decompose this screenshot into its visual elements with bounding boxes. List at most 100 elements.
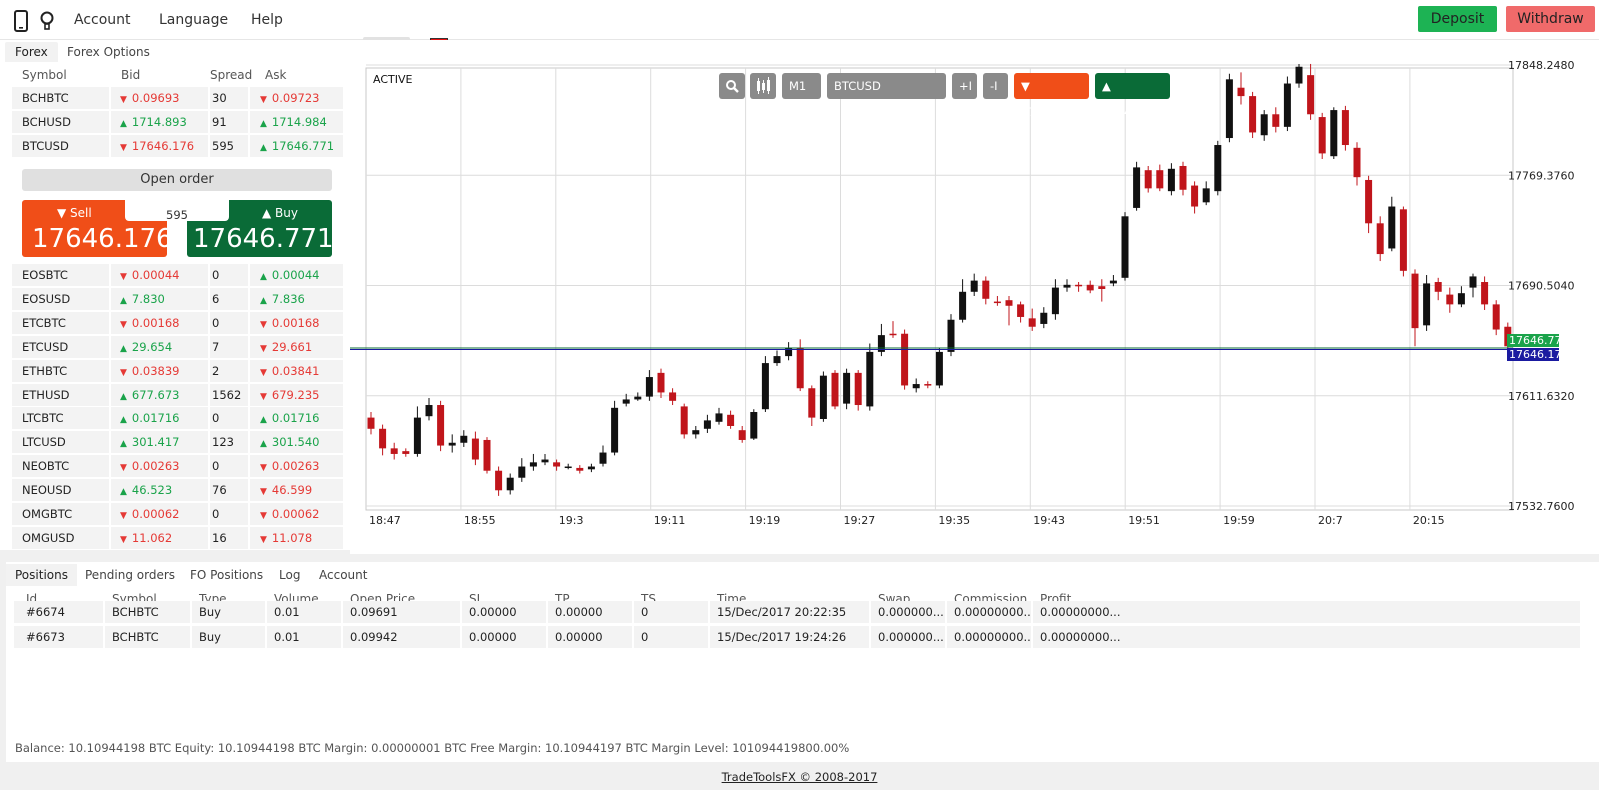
arrow-up-icon: ▲: [120, 295, 127, 306]
quote-row[interactable]: ETCBTC ▼ 0.00168 0 ▼ 0.00168: [12, 311, 343, 334]
tab-forex[interactable]: Forex: [5, 42, 58, 62]
quote-ask-value: 0.09723: [271, 91, 320, 105]
footer-copyright[interactable]: TradeToolsFX © 2008-2017: [721, 770, 878, 784]
quote-row[interactable]: EOSUSD ▲ 7.830 6 ▲ 7.836: [12, 287, 343, 310]
col-divider: [208, 431, 210, 454]
arrow-down-icon: ▼: [260, 343, 267, 354]
col-divider: [109, 407, 111, 430]
open-order-button[interactable]: Open order: [22, 169, 332, 191]
chart-sell-button[interactable]: ▼ 17646.176: [1014, 73, 1089, 119]
quote-row[interactable]: BCHBTC ▼ 0.09693 30 ▼ 0.09723: [12, 87, 343, 109]
candle-body: [1341, 110, 1349, 146]
mobile-icon[interactable]: [12, 10, 30, 32]
zoom-out-button[interactable]: -I: [983, 73, 1008, 99]
quote-symbol: EOSBTC: [22, 268, 68, 282]
cell-profit: 0.00000000...: [1040, 629, 1121, 644]
quote-bid: ▼ 11.062: [120, 527, 172, 549]
chart-buy-button[interactable]: ▲ 17646.771: [1095, 73, 1170, 119]
tab-positions[interactable]: Positions: [6, 564, 77, 586]
buy-button[interactable]: ▲ Buy 17646.771: [187, 200, 334, 257]
col-divider: [109, 383, 111, 406]
tab-fo-positions[interactable]: FO Positions: [190, 568, 264, 582]
candle-body: [761, 363, 769, 410]
sell-button[interactable]: ▼ Sell 17646.176: [22, 200, 173, 257]
tab-log[interactable]: Log: [279, 568, 301, 582]
quote-bid-value: 0.00062: [131, 507, 180, 521]
quote-bid-value: 7.830: [131, 291, 165, 306]
y-tick-label: 17532.7600: [1508, 500, 1574, 513]
quote-bid-value: 11.062: [131, 530, 173, 545]
deposit-button[interactable]: Deposit: [1418, 6, 1497, 32]
candle-body: [1307, 75, 1315, 115]
col-divider: [248, 479, 250, 502]
x-tick-label: 19:43: [1033, 514, 1065, 527]
quote-bid: ▲ 1714.893: [120, 111, 187, 133]
quote-row[interactable]: BCHUSD ▲ 1714.893 91 ▲ 1714.984: [12, 110, 343, 133]
cell-open-price: 0.09691: [350, 605, 398, 619]
quote-row[interactable]: OMGUSD ▼ 11.062 16 ▼ 11.078: [12, 526, 343, 549]
tab-account[interactable]: Account: [319, 568, 368, 582]
quote-bid-value: 1714.893: [131, 114, 187, 129]
col-divider: [208, 110, 210, 133]
table-row[interactable]: #6673 BCHBTC Buy 0.01 0.09942 0.00000 0.00000 0…: [14, 625, 1580, 648]
quote-row[interactable]: EOSBTC ▼ 0.00044 0 ▲ 0.00044: [12, 264, 343, 286]
candle-body: [483, 439, 491, 471]
quote-row[interactable]: ETHUSD ▲ 677.673 1562 ▼ 679.235: [12, 383, 343, 406]
candles-icon: [757, 77, 770, 94]
candle-body: [1017, 304, 1025, 317]
menu-account[interactable]: Account: [74, 12, 131, 28]
tab-pending-orders[interactable]: Pending orders: [85, 568, 176, 582]
col-divider: [109, 526, 111, 549]
candle-body: [1144, 170, 1152, 189]
col-divider: [248, 359, 250, 382]
cell-id: #6673: [26, 629, 65, 644]
ask-marker: [1507, 334, 1559, 347]
x-tick-label: 18:55: [464, 514, 496, 527]
menu-language[interactable]: Language: [159, 12, 229, 28]
quote-row[interactable]: LTCUSD ▲ 301.417 123 ▲ 301.540: [12, 431, 343, 454]
withdraw-button[interactable]: Withdraw: [1506, 6, 1595, 32]
top-bar: Account Language Help Deposit Withdraw: [0, 0, 1599, 40]
sell-price: 17646.176: [32, 224, 173, 254]
quote-row[interactable]: OMGBTC ▼ 0.00062 0 ▼ 0.00062: [12, 503, 343, 525]
candle-body: [831, 372, 839, 407]
arrow-up-icon: ▲: [120, 415, 127, 426]
menu-help[interactable]: Help: [251, 12, 283, 28]
quote-ask-value: 1714.984: [271, 114, 327, 129]
quote-ask: ▲ 0.00044: [260, 264, 319, 286]
lightbulb-icon[interactable]: [38, 10, 56, 32]
quote-spread: 2: [212, 363, 220, 378]
quote-row[interactable]: NEOBTC ▼ 0.00263 0 ▼ 0.00263: [12, 455, 343, 478]
quote-row[interactable]: ETCUSD ▲ 29.654 7 ▼ 29.661: [12, 335, 343, 358]
quote-row[interactable]: NEOUSD ▲ 46.523 76 ▼ 46.599: [12, 479, 343, 502]
candlestick-chart[interactable]: 18:47 18:55 19:3 19:11 19:19 19:27 19:35 19:43 1…: [350, 40, 1599, 554]
x-axis-labels: 18:47 18:55 19:3 19:11 19:19 19:27 19:35 19:43 1…: [369, 514, 1445, 527]
quote-row[interactable]: BTCUSD ▼ 17646.176 595 ▲ 17646.771: [12, 134, 343, 157]
quote-symbol: EOSUSD: [22, 291, 71, 306]
zoom-button[interactable]: [719, 73, 745, 99]
symbol-select[interactable]: BTCUSD: [827, 73, 946, 99]
col-divider: [109, 134, 111, 157]
table-row[interactable]: #6674 BCHBTC Buy 0.01 0.09691 0.00000 0.00000 0…: [14, 601, 1580, 623]
candle-body: [680, 406, 688, 435]
col-divider: [248, 134, 250, 157]
col-divider: [208, 526, 210, 549]
timeframe-select[interactable]: M1: [782, 73, 821, 99]
quote-row[interactable]: ETHBTC ▼ 0.03839 2 ▼ 0.03841: [12, 359, 343, 382]
col-divider: [248, 455, 250, 478]
cell-profit: 0.00000000...: [1040, 605, 1121, 619]
quote-row[interactable]: LTCBTC ▲ 0.01716 0 ▲ 0.01716: [12, 407, 343, 430]
x-tick-label: 19:35: [938, 514, 970, 527]
quote-spread: 76: [212, 483, 227, 498]
quote-bid: ▲ 7.830: [120, 288, 165, 310]
candle-body: [1202, 188, 1210, 203]
candle-body: [413, 417, 421, 454]
col-id[interactable]: Id: [26, 592, 38, 606]
y-tick-label: 17690.5040: [1508, 280, 1574, 293]
zoom-in-button[interactable]: +I: [952, 73, 977, 99]
candle-body: [715, 413, 723, 422]
tab-forex-options[interactable]: Forex Options: [67, 45, 150, 59]
chart-type-button[interactable]: [750, 73, 776, 99]
col-divider: [945, 601, 947, 623]
col-divider: [109, 503, 111, 525]
